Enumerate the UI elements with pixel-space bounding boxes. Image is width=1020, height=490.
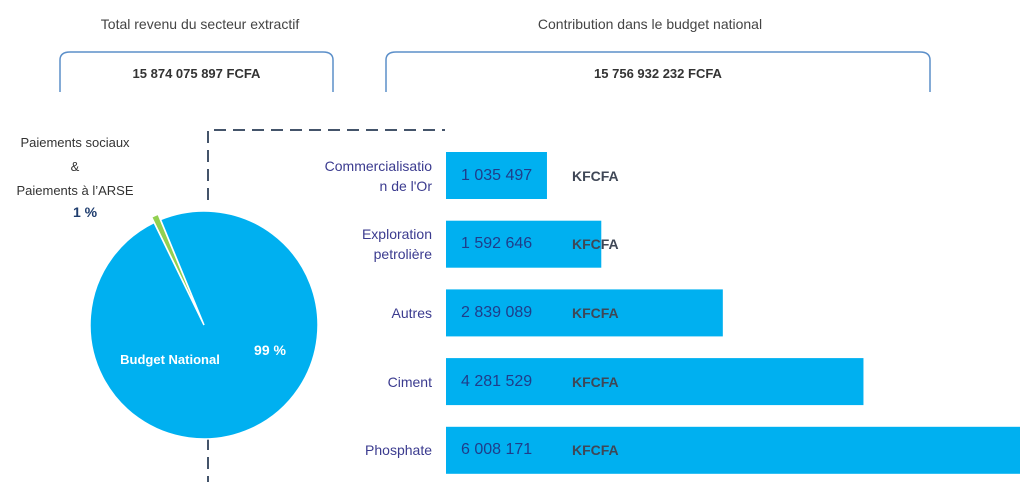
pie-value-label: 1 % xyxy=(72,204,98,220)
bracket xyxy=(385,51,931,92)
bar-value-label: 1 035 497 xyxy=(461,166,533,184)
bar-category-label: Commercialisation de l'Or xyxy=(324,157,432,194)
bar-unit-label: KFCFA xyxy=(572,304,619,321)
bar-value-label: 4 281 529 xyxy=(461,372,533,390)
pie-label: Budget National xyxy=(120,352,220,367)
bar xyxy=(446,152,547,199)
bar-value-label: 1 592 646 xyxy=(461,235,533,253)
bar-unit-label: KFCFA xyxy=(572,442,619,459)
bar-unit-label: KFCFA xyxy=(572,167,619,184)
bar-value-label: 2 839 089 xyxy=(461,303,533,321)
bar xyxy=(446,426,1020,474)
dashed-connector xyxy=(207,129,445,200)
pie-label: Paiements sociaux & Paiements à l’ARSE xyxy=(16,135,134,198)
bar-category-label: Exploration petrolière xyxy=(361,226,432,263)
bracket xyxy=(59,51,334,92)
left-title: Total revenu du secteur extractif xyxy=(100,16,300,32)
bar-category-label: Autres xyxy=(391,304,432,321)
bar xyxy=(446,220,602,268)
bar-unit-label: KFCFA xyxy=(572,236,619,253)
left-value: 15 874 075 897 FCFA xyxy=(132,66,261,81)
pie-slice xyxy=(89,210,319,440)
right-value: 15 756 932 232 FCFA xyxy=(594,66,722,81)
bar xyxy=(446,289,723,337)
bar-value-label: 6 008 171 xyxy=(461,441,533,459)
bar-category-label: Phosphate xyxy=(365,442,432,459)
pie-value-label: 99 % xyxy=(254,342,286,358)
right-title: Contribution dans le budget national xyxy=(537,16,763,32)
bar-unit-label: KFCFA xyxy=(572,373,619,390)
bar xyxy=(446,358,864,406)
bar-category-label: Ciment xyxy=(387,373,432,390)
